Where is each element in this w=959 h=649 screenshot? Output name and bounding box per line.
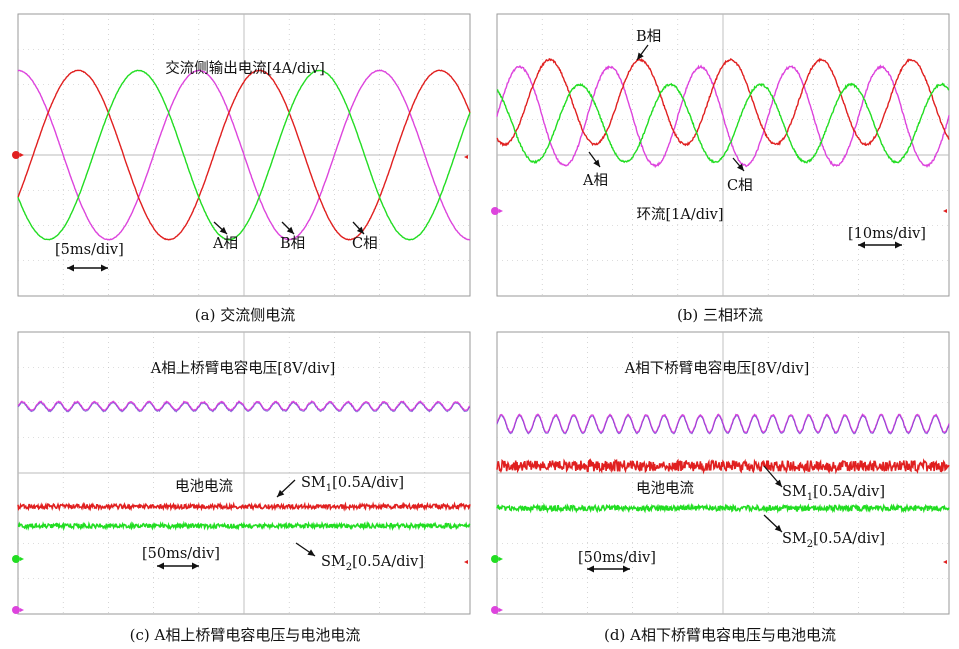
- callout-arrowhead-b-A: [593, 159, 600, 167]
- ground-arrow-a: [20, 153, 24, 157]
- panel-b-label-c: C相: [727, 177, 753, 194]
- panel-b-series-0: [496, 64, 950, 169]
- panel-d-battery-label: 电池电流: [636, 480, 694, 497]
- callout-arrowhead-d-SM1: [775, 479, 782, 487]
- ground-arrow-d: [499, 557, 503, 561]
- panel-d-series-2: [496, 502, 950, 514]
- callout-arrowhead-d-SM2: [774, 524, 782, 532]
- ground-arrow-c: [20, 557, 24, 561]
- timebase-arrowhead-right-a: [101, 264, 108, 272]
- panel-c-caption: (c) A相上桥臂电容电压与电池电流: [130, 626, 361, 644]
- callout-arrowhead-c-SM2: [307, 549, 315, 556]
- ground-marker-c2: [12, 606, 20, 614]
- panel-b-timebase: [10ms/div]: [848, 226, 926, 242]
- panel-b-title: 环流[1A/div]: [636, 206, 723, 223]
- timebase-arrowhead-left-d: [587, 565, 594, 573]
- timebase-arrowhead-right-c: [192, 562, 199, 570]
- panel-c-series-0-shadow: [17, 401, 471, 413]
- panel-c-sm2-label: SM2[0.5A/div]: [321, 554, 424, 573]
- panel-a-caption: (a) 交流侧电流: [195, 306, 295, 324]
- timebase-arrowhead-right-d: [623, 565, 630, 573]
- ground-marker-d2: [491, 606, 499, 614]
- panel-c-series-0: [17, 400, 471, 413]
- ground-marker-c: [12, 555, 20, 563]
- panel-a-title: 交流侧输出电流[4A/div]: [165, 59, 325, 77]
- ground-arrow-c2: [20, 608, 24, 612]
- panel-d-series-1: [496, 458, 950, 475]
- timebase-arrowhead-left-a: [67, 264, 74, 272]
- panel-b-label-a: A相: [582, 172, 608, 189]
- ground-marker-b: [491, 207, 499, 215]
- ground-marker-a: [12, 151, 20, 159]
- trigger-marker-a: [464, 155, 468, 159]
- ground-arrow-d2: [499, 608, 503, 612]
- trigger-marker-c: [464, 560, 468, 564]
- panel-a-timebase: [5ms/div]: [55, 242, 124, 258]
- panel-c-sm1-label: SM1[0.5A/div]: [301, 475, 404, 494]
- timebase-arrowhead-left-c: [157, 562, 164, 570]
- trigger-marker-b: [943, 209, 947, 213]
- panel-c-series-2: [17, 520, 471, 532]
- panel-d-caption: (d) A相下桥臂电容电压与电池电流: [604, 626, 836, 644]
- panel-d-series-0: [496, 413, 950, 434]
- panel-d-sm2-label: SM2[0.5A/div]: [782, 531, 885, 550]
- callout-arrowhead-a-A: [219, 226, 227, 234]
- ground-arrow-b: [499, 209, 503, 213]
- panel-a-label-a: A相: [212, 235, 238, 252]
- panel-b-series-2: [496, 82, 950, 164]
- panel-a-label-c: C相: [352, 235, 378, 252]
- callout-arrowhead-a-B: [286, 226, 294, 234]
- panel-c-battery-label: 电池电流: [175, 478, 233, 495]
- callout-arrowhead-a-C: [356, 226, 364, 234]
- timebase-arrowhead-left-b: [858, 241, 865, 249]
- ground-marker-d: [491, 555, 499, 563]
- callout-arrowhead-b-B: [637, 52, 644, 60]
- trigger-marker-d: [943, 560, 947, 564]
- panel-b-caption: (b) 三相环流: [677, 306, 763, 324]
- panel-c-timebase: [50ms/div]: [142, 546, 220, 562]
- timebase-arrowhead-right-b: [895, 241, 902, 249]
- panel-d-timebase: [50ms/div]: [578, 550, 656, 566]
- panel-d-sm1-label: SM1[0.5A/div]: [782, 484, 885, 503]
- panel-a-series-1: [17, 69, 471, 241]
- panel-c-title: A相上桥臂电容电压[8V/div]: [150, 360, 335, 377]
- panel-a-series-0: [17, 69, 471, 241]
- panel-a-series-2: [17, 69, 471, 241]
- panel-b-series-1: [496, 57, 950, 147]
- panel-c-series-1: [17, 501, 471, 512]
- panel-b-label-b: B相: [636, 28, 661, 45]
- callout-arrowhead-c-SM1: [277, 489, 285, 497]
- panel-d-title: A相下桥臂电容电压[8V/div]: [624, 360, 809, 377]
- panel-d-series-0-shadow: [496, 414, 950, 435]
- callout-arrowhead-b-C: [737, 163, 744, 171]
- panel-a-label-b: B相: [280, 235, 305, 252]
